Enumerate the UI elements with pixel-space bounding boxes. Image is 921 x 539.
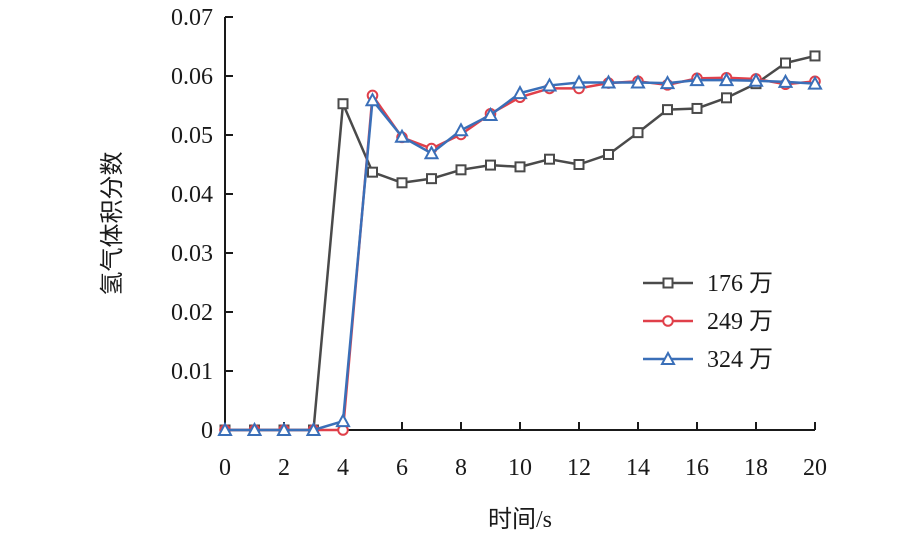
x-tick-label: 14 [626, 455, 650, 481]
data-point [689, 72, 705, 87]
series-1 [219, 50, 821, 436]
x-tick-label: 0 [219, 455, 231, 481]
data-point [748, 72, 764, 87]
data-point [600, 74, 617, 89]
data-point [423, 145, 440, 160]
data-point [662, 104, 673, 116]
x-tick-label: 20 [803, 455, 827, 481]
legend-item: 249 万 [643, 309, 773, 335]
x-axis-ticks: 0 2 4 6 8 10 12 14 16 18 20 [219, 422, 827, 481]
y-tick-label: 0.03 [171, 241, 213, 267]
series-line [225, 54, 816, 432]
y-axis-ticks: 0 0.01 0.02 0.03 0.04 0.05 0.06 0.07 [171, 5, 233, 444]
data-point [514, 161, 526, 173]
x-tick-label: 6 [396, 455, 408, 481]
data-point [367, 166, 378, 178]
legend-label: 176 万 [707, 271, 773, 297]
legend-label: 324 万 [707, 347, 773, 373]
data-point [396, 177, 408, 189]
data-point [276, 421, 292, 436]
legend-label: 249 万 [707, 309, 773, 335]
data-point [485, 159, 496, 171]
series-line [225, 76, 816, 432]
data-point [718, 72, 735, 87]
data-point [544, 153, 555, 165]
data-point [571, 74, 587, 89]
y-tick-label: 0.06 [171, 64, 213, 90]
data-point [335, 413, 351, 428]
data-point [453, 122, 469, 137]
data-point [394, 128, 410, 143]
x-axis-title: 时间/s [488, 506, 552, 533]
data-point [630, 74, 646, 89]
data-point [337, 98, 349, 110]
data-point [426, 173, 437, 185]
data-point [541, 77, 558, 92]
data-point [807, 75, 823, 90]
legend: 176 万 249 万 324 万 [643, 271, 773, 373]
y-tick-label: 0.05 [171, 123, 213, 149]
data-point [691, 102, 703, 114]
y-tick-label: 0.07 [171, 5, 213, 31]
y-tick-label: 0.04 [171, 182, 213, 208]
legend-item: 324 万 [643, 347, 773, 373]
data-point [603, 148, 614, 160]
series-3 [217, 72, 823, 436]
data-point [512, 85, 528, 100]
y-tick-label: 0 [201, 418, 213, 444]
series-line [225, 78, 816, 432]
data-point [659, 74, 676, 90]
data-point [632, 127, 644, 139]
data-point [780, 57, 791, 69]
data-point [305, 421, 322, 436]
y-tick-label: 0.01 [171, 359, 213, 385]
series-layer [217, 50, 823, 436]
data-point [721, 92, 732, 104]
y-axis-title: 氢气体积分数 [99, 152, 126, 296]
data-point [455, 164, 467, 176]
data-point [364, 92, 381, 107]
data-point [482, 106, 499, 121]
y-tick-label: 0.02 [171, 300, 213, 326]
x-tick-label: 2 [278, 455, 290, 481]
legend-marker [662, 277, 674, 289]
data-point [246, 421, 263, 436]
x-tick-label: 16 [685, 455, 709, 481]
x-tick-label: 10 [508, 455, 532, 481]
data-point [217, 421, 233, 436]
x-tick-label: 8 [455, 455, 467, 481]
data-point [573, 159, 585, 170]
series-2 [219, 71, 821, 436]
legend-item: 176 万 [643, 271, 773, 297]
x-tick-label: 12 [567, 455, 591, 481]
x-tick-label: 4 [337, 455, 349, 481]
x-tick-label: 18 [744, 455, 768, 481]
data-point [777, 73, 794, 88]
legend-marker [660, 350, 676, 365]
data-point [809, 50, 821, 62]
legend-marker [662, 315, 674, 327]
